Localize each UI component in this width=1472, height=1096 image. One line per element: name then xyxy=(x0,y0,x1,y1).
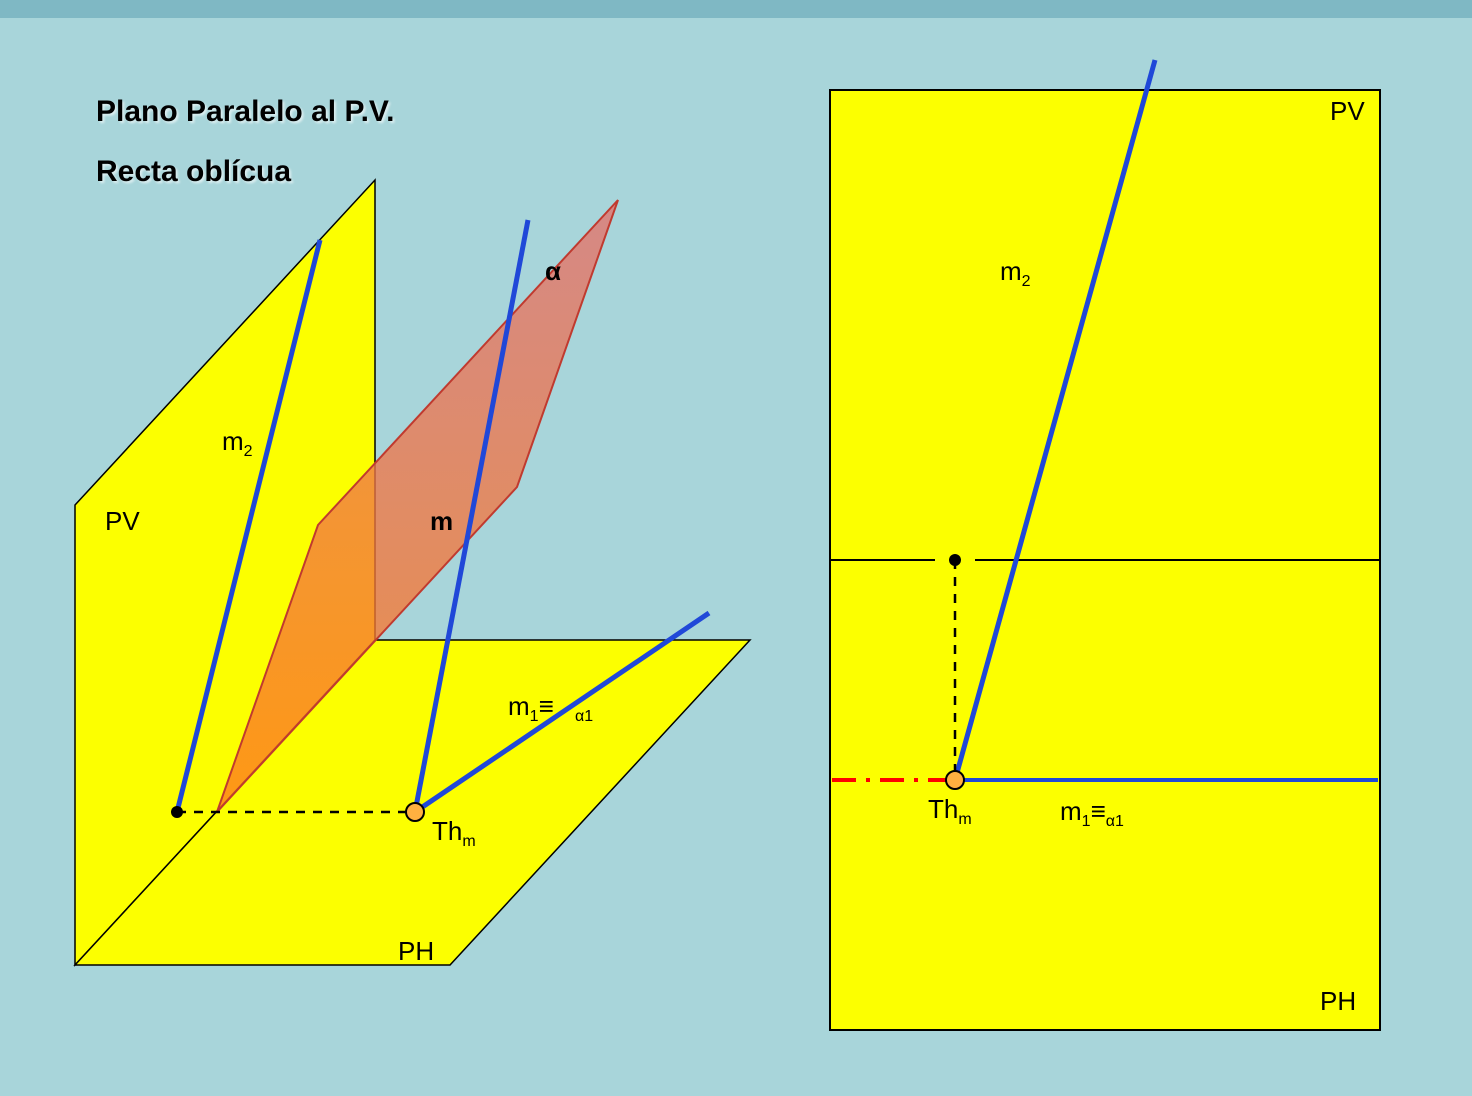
label-pv-2d: PV xyxy=(1330,96,1365,126)
point-ground-2d xyxy=(949,554,961,566)
point-thm-2d xyxy=(946,771,964,789)
label-ph-2d: PH xyxy=(1320,986,1356,1016)
diagram-2d: PV PH m2 Thm m1≡α1 xyxy=(0,0,1472,1096)
